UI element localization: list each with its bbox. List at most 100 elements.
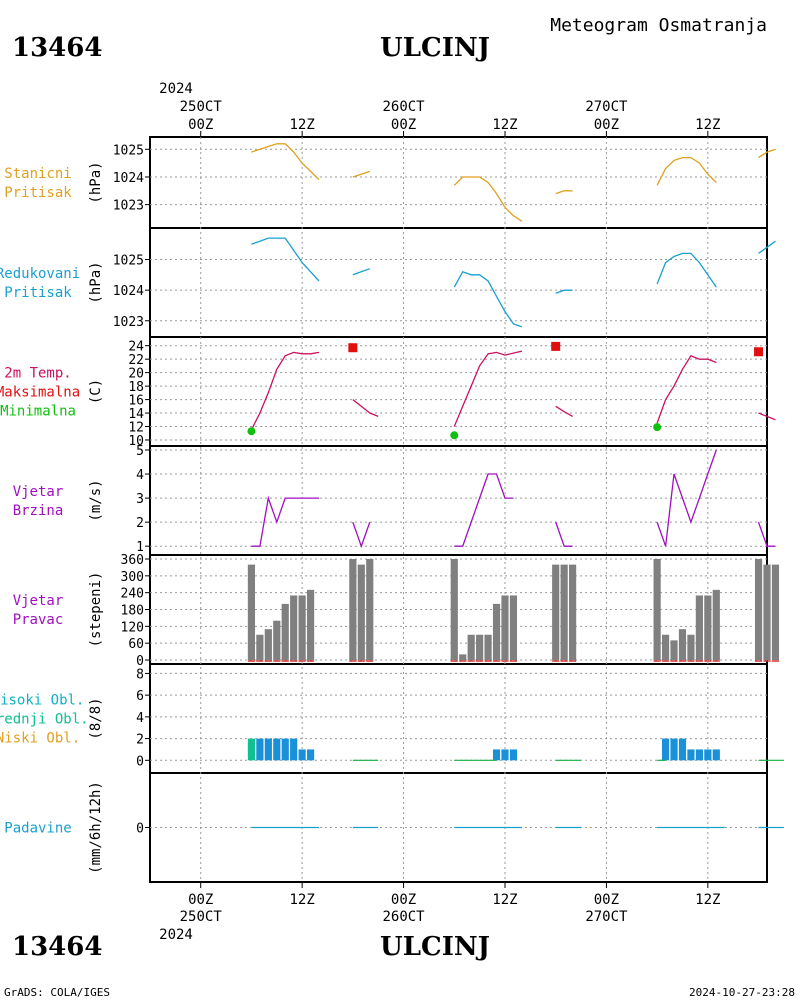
bar xyxy=(366,559,374,660)
bar xyxy=(492,603,501,660)
bar xyxy=(247,564,256,660)
station-name-top: ULCINJ xyxy=(380,33,490,63)
bar xyxy=(290,738,298,761)
series-line xyxy=(251,495,319,547)
bar xyxy=(509,749,518,761)
series-line xyxy=(250,351,320,431)
top-date-label: 250CT xyxy=(180,99,223,115)
min-temp-marker xyxy=(247,427,256,436)
y-tick-label: 300 xyxy=(121,570,144,585)
bar xyxy=(492,749,501,761)
panel-label: Pravac xyxy=(13,612,64,628)
series-line xyxy=(453,176,523,222)
series-line xyxy=(352,170,371,178)
top-hour-label: 12Z xyxy=(695,117,720,133)
series-line xyxy=(453,350,523,427)
bar xyxy=(763,564,771,660)
unit-label: (C) xyxy=(88,379,104,404)
y-tick-label: 20 xyxy=(128,367,144,382)
y-tick-label: 5 xyxy=(136,444,144,459)
y-tick-label: 6 xyxy=(136,689,144,704)
panel-label: Brzina xyxy=(13,503,64,519)
bar xyxy=(552,564,560,660)
bar xyxy=(273,620,281,660)
bar xyxy=(273,738,281,761)
series-line xyxy=(555,190,573,195)
timestamp-label: 2024-10-27-23:28 xyxy=(689,986,795,999)
bar xyxy=(695,749,703,761)
top-time-axis: 00Z 12Z 00Z 12Z 00Z 12Z 250CT 260CT 270CT xyxy=(180,99,721,133)
y-tick-label: 180 xyxy=(121,604,144,619)
y-tick-label: 360 xyxy=(121,553,144,568)
bar xyxy=(281,738,289,761)
y-tick-label: 1 xyxy=(136,540,144,555)
bar xyxy=(704,595,712,660)
y-tick-label: 22 xyxy=(128,353,144,368)
unit-label: (hPa) xyxy=(88,161,104,203)
y-tick-label: 1024 xyxy=(113,171,144,186)
series-line xyxy=(251,237,320,282)
y-tick-label: 3 xyxy=(136,492,144,507)
bar xyxy=(678,738,687,761)
y-tick-label: 16 xyxy=(128,394,144,409)
bar xyxy=(450,559,458,660)
y-tick-label: 0 xyxy=(136,654,144,669)
station-id-bottom: 13464 xyxy=(12,932,102,962)
bottom-hour-label: 00Z xyxy=(188,892,213,908)
top-hour-label: 00Z xyxy=(188,117,213,133)
bar xyxy=(695,595,703,660)
series-line xyxy=(352,399,379,418)
series-line xyxy=(251,143,320,181)
station-id-top: 13464 xyxy=(12,33,102,63)
bar xyxy=(661,634,670,660)
min-temp-marker xyxy=(653,423,662,432)
panel-precip: 0 (mm/6h/12h) Padavine xyxy=(4,781,784,874)
panel-label: Minimalna xyxy=(0,404,76,420)
bar xyxy=(264,738,272,761)
series-line xyxy=(758,148,776,159)
series-line xyxy=(454,473,514,547)
bar xyxy=(459,654,467,660)
bar xyxy=(678,629,687,660)
bar xyxy=(256,634,264,660)
credit-label: GrADS: COLA/IGES xyxy=(4,986,110,999)
series-line xyxy=(656,252,717,288)
bottom-date-label: 260CT xyxy=(382,909,425,925)
bar xyxy=(704,749,712,761)
top-date-label: 260CT xyxy=(382,99,425,115)
series-line xyxy=(656,156,717,186)
panel-label: Pritisak xyxy=(4,185,72,201)
min-temp-marker xyxy=(450,431,459,440)
panel-label: Visoki Obl. xyxy=(0,693,84,709)
series-line xyxy=(352,521,371,549)
top-hour-label: 00Z xyxy=(391,117,416,133)
bar xyxy=(306,749,315,761)
bar xyxy=(712,749,720,761)
series-line xyxy=(555,521,573,547)
year-label-top: 2024 xyxy=(159,81,193,97)
unit-label: (mm/6h/12h) xyxy=(88,781,104,874)
station-name-bottom: ULCINJ xyxy=(380,932,490,962)
bar xyxy=(281,603,289,660)
bar xyxy=(264,629,272,660)
y-tick-label: 2 xyxy=(136,733,144,748)
panel-label: Niski Obl. xyxy=(0,731,80,747)
y-tick-label: 8 xyxy=(136,667,144,682)
series-line xyxy=(758,240,776,254)
panel-station_pressure: 1023 1024 1025 (hPa) Stanicni Pritisak xyxy=(4,143,776,222)
y-tick-label: 0 xyxy=(136,822,144,837)
bar xyxy=(712,589,720,660)
bar xyxy=(509,595,518,660)
y-tick-label: 60 xyxy=(128,637,144,652)
series-line xyxy=(757,521,776,547)
bar xyxy=(661,738,670,761)
series-line xyxy=(352,268,371,276)
y-tick-label: 1025 xyxy=(113,143,144,158)
y-tick-label: 1024 xyxy=(113,284,144,299)
panel-label: Vjetar xyxy=(13,484,64,500)
bottom-time-axis: 00Z 12Z 00Z 12Z 00Z 12Z 250CT 260CT 270CT xyxy=(180,892,721,925)
bottom-hour-label: 00Z xyxy=(594,892,619,908)
bar xyxy=(670,738,678,761)
